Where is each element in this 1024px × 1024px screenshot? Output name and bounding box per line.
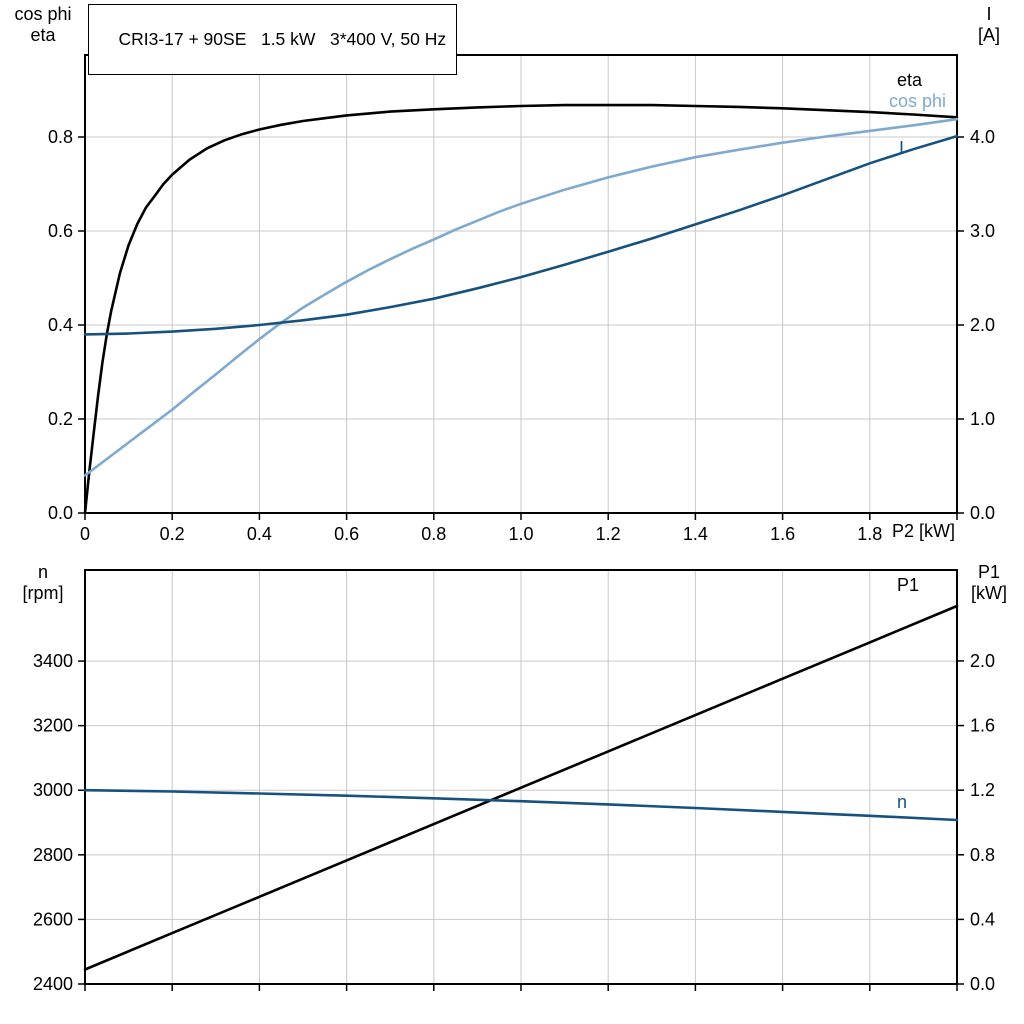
right-tick-label: 0.4	[970, 909, 995, 929]
left-tick-label: 0.0	[48, 503, 73, 523]
top-right-axis-title: I [A]	[958, 4, 1020, 46]
curve-label-eta: eta	[897, 70, 923, 90]
left-tick-label: 3000	[33, 780, 73, 800]
left-tick-label: 3200	[33, 716, 73, 736]
x-tick-label: 1.4	[683, 524, 708, 544]
n-axis-title-line1: n	[37, 562, 48, 582]
chart-title: CRI3-17 + 90SE 1.5 kW 3*400 V, 50 Hz	[118, 29, 447, 49]
x-tick-label: 0.2	[160, 524, 185, 544]
x-tick-label: 1.6	[770, 524, 795, 544]
left-tick-label: 0.2	[48, 409, 73, 429]
right-axis-title-line2: [A]	[977, 25, 1000, 45]
right-tick-label: 2.0	[970, 315, 995, 335]
x-tick-label: 0.6	[334, 524, 359, 544]
n-axis-title-line2: [rpm]	[22, 583, 64, 603]
curve-cos-phi	[83, 117, 959, 477]
bottom-right-axis-title: P1 [kW]	[958, 562, 1020, 604]
x-tick-label: 0.8	[421, 524, 446, 544]
curve-eta	[83, 103, 959, 515]
x-tick-label: 1.8	[857, 524, 882, 544]
left-tick-label: 0.4	[48, 315, 73, 335]
x-tick-label: 0	[80, 524, 90, 544]
x-axis-title: P2 [kW]	[892, 521, 956, 542]
left-tick-label: 0.6	[48, 221, 73, 241]
plot-border	[84, 569, 958, 985]
p1-axis-title-line2: [kW]	[971, 583, 1007, 603]
left-axis-title-line2: eta	[30, 25, 56, 45]
right-tick-label: 1.2	[970, 780, 995, 800]
right-tick-label: 4.0	[970, 127, 995, 147]
right-tick-label: 0.0	[970, 974, 995, 994]
left-tick-label: 2400	[33, 974, 73, 994]
curve-label-cos-phi: cos phi	[889, 91, 947, 111]
curve-current	[83, 134, 959, 336]
right-tick-label: 3.0	[970, 221, 995, 241]
right-tick-label: 1.0	[970, 409, 995, 429]
curve-label-n: n	[897, 792, 908, 812]
x-tick-label: 0.4	[247, 524, 272, 544]
curve-label-current: I	[899, 138, 905, 158]
x-tick-label: 1.2	[596, 524, 621, 544]
left-tick-label: 3400	[33, 651, 73, 671]
x-tick-label: 1.0	[508, 524, 533, 544]
right-tick-label: 2.0	[970, 651, 995, 671]
right-tick-label: 1.6	[970, 716, 995, 736]
curve-p1	[83, 604, 959, 971]
p1-axis-title-line1: P1	[977, 562, 1001, 582]
right-tick-label: 0.0	[970, 503, 995, 523]
plot-border	[84, 54, 958, 514]
left-tick-label: 2800	[33, 845, 73, 865]
chart-title-box: CRI3-17 + 90SE 1.5 kW 3*400 V, 50 Hz	[88, 4, 458, 75]
left-tick-label: 2600	[33, 909, 73, 929]
curve-speed	[83, 788, 959, 822]
right-tick-label: 0.8	[970, 845, 995, 865]
bottom-left-axis-title: n [rpm]	[4, 562, 82, 604]
top-left-axis-title: cos phi eta	[4, 4, 82, 46]
left-tick-label: 0.8	[48, 127, 73, 147]
right-axis-title-line1: I	[986, 4, 992, 24]
curve-label-p1: P1	[897, 575, 920, 595]
left-axis-title-line1: cos phi	[14, 4, 72, 24]
